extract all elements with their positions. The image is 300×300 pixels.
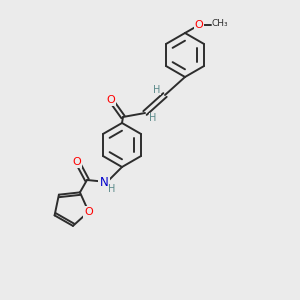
Text: CH₃: CH₃: [212, 20, 229, 28]
Text: H: H: [153, 85, 161, 95]
Text: O: O: [195, 20, 203, 30]
Text: H: H: [108, 184, 116, 194]
Text: O: O: [73, 157, 81, 167]
Text: H: H: [149, 113, 157, 123]
Text: N: N: [100, 176, 108, 190]
Text: O: O: [84, 207, 93, 217]
Text: O: O: [106, 95, 116, 105]
